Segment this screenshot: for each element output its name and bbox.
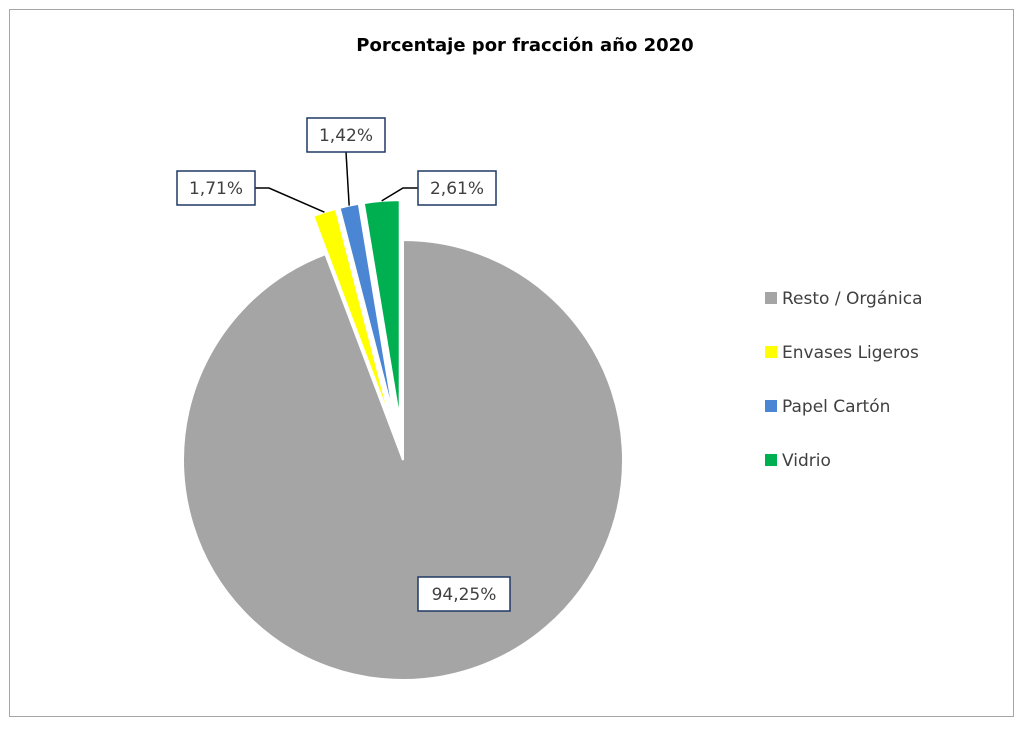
data-label: 1,42%	[319, 126, 373, 146]
data-label-box	[417, 576, 511, 612]
pie-slice	[182, 238, 624, 681]
data-label-box	[417, 170, 497, 206]
data-label: 94,25%	[432, 585, 497, 605]
legend-swatch	[765, 292, 777, 304]
leader-line	[345, 151, 350, 206]
chart-title: Porcentaje por fracción año 2020	[356, 35, 693, 56]
legend-swatch	[765, 400, 777, 412]
data-label-box	[176, 170, 256, 206]
legend-label: Papel Cartón	[782, 397, 890, 417]
legend-label: Resto / Orgánica	[782, 289, 923, 309]
pie-slice	[338, 202, 396, 422]
legend-swatch	[765, 346, 777, 358]
pie-slice	[311, 207, 392, 423]
legend-label: Vidrio	[782, 451, 831, 471]
data-label: 1,71%	[189, 179, 243, 199]
data-label: 2,61%	[430, 179, 484, 199]
data-label-box	[306, 117, 386, 153]
leader-line	[381, 187, 418, 202]
legend-label: Envases Ligeros	[782, 343, 919, 363]
leader-line	[254, 187, 325, 213]
legend-swatch	[765, 454, 777, 466]
